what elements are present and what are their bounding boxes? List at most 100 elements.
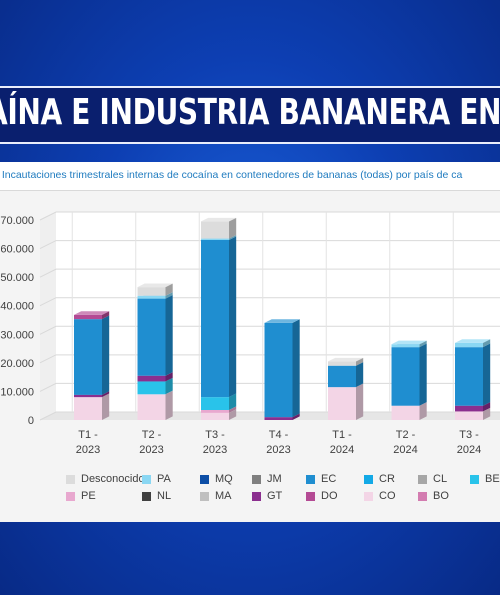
legend-label: CO bbox=[379, 490, 396, 502]
y-tick-label: 0 bbox=[28, 415, 34, 427]
bar-segment-ec bbox=[455, 343, 491, 406]
legend-label: BO bbox=[433, 490, 449, 502]
bar-front bbox=[455, 405, 483, 412]
legend-swatch bbox=[66, 474, 75, 484]
y-tick-label: 10.000 bbox=[0, 386, 34, 398]
legend-item-mq: MQ bbox=[200, 472, 233, 486]
x-tick-label-year: 2024 bbox=[457, 444, 481, 456]
bar-segment-ec bbox=[201, 236, 237, 398]
bar-front bbox=[455, 342, 483, 348]
bar-side bbox=[419, 340, 427, 348]
x-tick-label-year: 2023 bbox=[76, 444, 100, 456]
bar-front bbox=[391, 405, 420, 420]
bar-front bbox=[137, 394, 166, 420]
legend-item-cr: CR bbox=[364, 472, 395, 486]
bar-front bbox=[391, 344, 420, 348]
legend-swatch bbox=[142, 474, 151, 484]
bar-front bbox=[137, 298, 166, 376]
bar-top bbox=[391, 340, 427, 345]
legend-label: MQ bbox=[215, 473, 233, 485]
legend-item-gt: GT bbox=[252, 489, 282, 503]
bar-side bbox=[165, 377, 173, 395]
legend-item-ec: EC bbox=[306, 472, 336, 486]
bar-segment-ec bbox=[391, 343, 427, 406]
x-tick-label-year: 2023 bbox=[266, 444, 290, 456]
legend-swatch bbox=[306, 474, 315, 484]
legend-label: GT bbox=[267, 490, 283, 502]
x-tick-label-year: 2023 bbox=[203, 444, 227, 456]
x-tick-label: T1 - bbox=[332, 429, 352, 441]
legend-label: Desconocido bbox=[81, 473, 145, 485]
legend-item-desconocido: Desconocido bbox=[66, 472, 145, 486]
gridline bbox=[39, 240, 500, 250]
bar-side bbox=[292, 413, 300, 420]
legend-swatch bbox=[200, 474, 209, 484]
legend-item-be: BE bbox=[470, 472, 500, 486]
legend-label: PA bbox=[157, 473, 171, 485]
chart-panel: . Incautaciones trimestrales internas de… bbox=[0, 162, 500, 522]
bar-side bbox=[165, 294, 173, 376]
legend-label: PE bbox=[81, 490, 96, 502]
legend-label: BE bbox=[485, 473, 500, 485]
headline-text: AÍNA E INDUSTRIA BANANERA EN ECUA bbox=[0, 92, 500, 133]
bar-top bbox=[201, 217, 237, 222]
bar-side bbox=[419, 402, 427, 420]
bar-side bbox=[102, 315, 110, 395]
legend-swatch bbox=[252, 474, 261, 484]
y-tick-label: 30.000 bbox=[0, 329, 34, 341]
bar-front bbox=[328, 361, 356, 366]
bar-side bbox=[356, 357, 364, 366]
x-tick-label: T1 - bbox=[78, 429, 98, 441]
bar-top bbox=[137, 283, 173, 288]
gridline bbox=[39, 211, 500, 221]
bar-side bbox=[356, 383, 364, 420]
gridline bbox=[39, 268, 500, 278]
legend-item-do: DO bbox=[306, 489, 338, 503]
bar-top bbox=[264, 319, 300, 323]
legend-swatch bbox=[306, 491, 315, 501]
plot-side-wall bbox=[40, 212, 56, 420]
legend-label: CR bbox=[379, 473, 395, 485]
bar-side bbox=[165, 283, 173, 296]
chart-title: . Incautaciones trimestrales internas de… bbox=[0, 169, 463, 181]
bar-side bbox=[229, 234, 237, 240]
bar-front bbox=[201, 397, 229, 410]
bar-front bbox=[264, 417, 293, 420]
bar-side bbox=[165, 390, 173, 420]
bar-front bbox=[137, 375, 166, 382]
bar-front bbox=[201, 412, 229, 420]
bar-front bbox=[455, 347, 483, 406]
bar-front bbox=[201, 410, 229, 413]
y-tick-label: 50.000 bbox=[0, 272, 34, 284]
bar-side bbox=[102, 391, 110, 398]
x-tick-label-year: 2024 bbox=[330, 444, 354, 456]
bar-side bbox=[483, 339, 491, 348]
x-tick-label: T2 - bbox=[142, 429, 162, 441]
legend-label: MA bbox=[215, 490, 232, 502]
y-tick-label: 70.000 bbox=[0, 215, 34, 227]
legend-swatch bbox=[418, 474, 427, 484]
legend-swatch bbox=[252, 491, 261, 501]
bar-side bbox=[483, 343, 491, 406]
bar-segment-ec bbox=[264, 319, 300, 418]
bar-side bbox=[356, 362, 364, 388]
bar-front bbox=[264, 322, 293, 418]
bar-front bbox=[455, 411, 483, 420]
legend-item-pe: PE bbox=[66, 489, 96, 503]
bar-side bbox=[229, 217, 237, 239]
bar-segment-ec bbox=[137, 294, 173, 376]
legend-item-nl: NL bbox=[142, 489, 171, 503]
bar-front bbox=[391, 347, 420, 406]
bar-front bbox=[74, 314, 102, 320]
bar-top bbox=[74, 311, 110, 315]
legend-item-pa: PA bbox=[142, 472, 171, 486]
bar-segment-co bbox=[74, 393, 110, 420]
chart-caption-bar: . Incautaciones trimestrales internas de… bbox=[0, 162, 500, 191]
bar-side bbox=[292, 319, 300, 418]
bar-front bbox=[137, 381, 166, 395]
legend-swatch bbox=[418, 491, 427, 501]
x-tick-label: T3 - bbox=[459, 429, 479, 441]
bar-side bbox=[229, 406, 237, 413]
bar-side bbox=[229, 236, 237, 398]
x-tick-label-year: 2023 bbox=[139, 444, 163, 456]
